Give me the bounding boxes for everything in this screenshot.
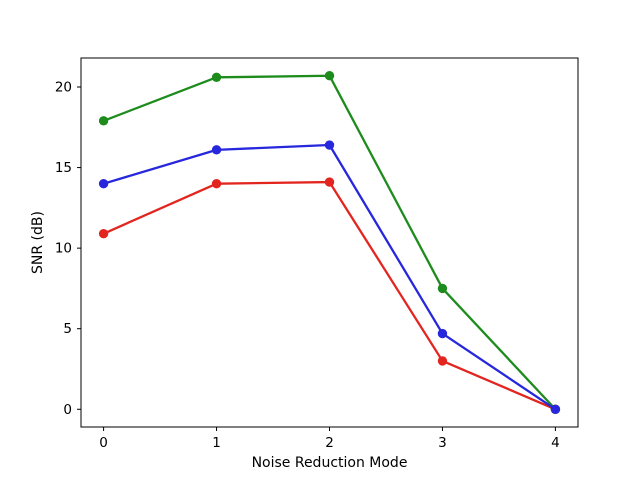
data-point-red [437,356,448,366]
data-point-blue [211,145,222,155]
data-point-green [211,72,222,83]
y-tick-label: 10 [55,241,72,257]
x-axis-label: Noise Reduction Mode [252,455,408,471]
x-tick-label: 1 [212,435,221,451]
x-tick-label: 0 [99,435,108,451]
data-point-green [324,71,335,81]
data-point-green [437,283,448,294]
data-point-green [98,116,109,126]
series-line-red [103,180,556,411]
y-tick-label: 5 [63,321,72,337]
y-tick-label: 15 [55,160,72,176]
series-line-green [103,74,557,411]
x-tick-label: 3 [438,435,447,451]
y-tick-label: 0 [63,402,72,418]
x-tick-label: 2 [325,435,334,451]
data-point-blue [324,140,335,150]
data-point-blue [437,328,448,339]
y-tick-label: 20 [55,80,72,96]
y-axis-label: SNR (dB) [30,211,46,274]
data-point-red [324,177,335,187]
x-tick-label: 4 [551,435,560,451]
data-point-red [211,178,222,189]
plot-frame [80,57,579,428]
data-point-blue [98,178,109,189]
data-point-blue [550,404,561,414]
data-point-red [98,228,109,239]
